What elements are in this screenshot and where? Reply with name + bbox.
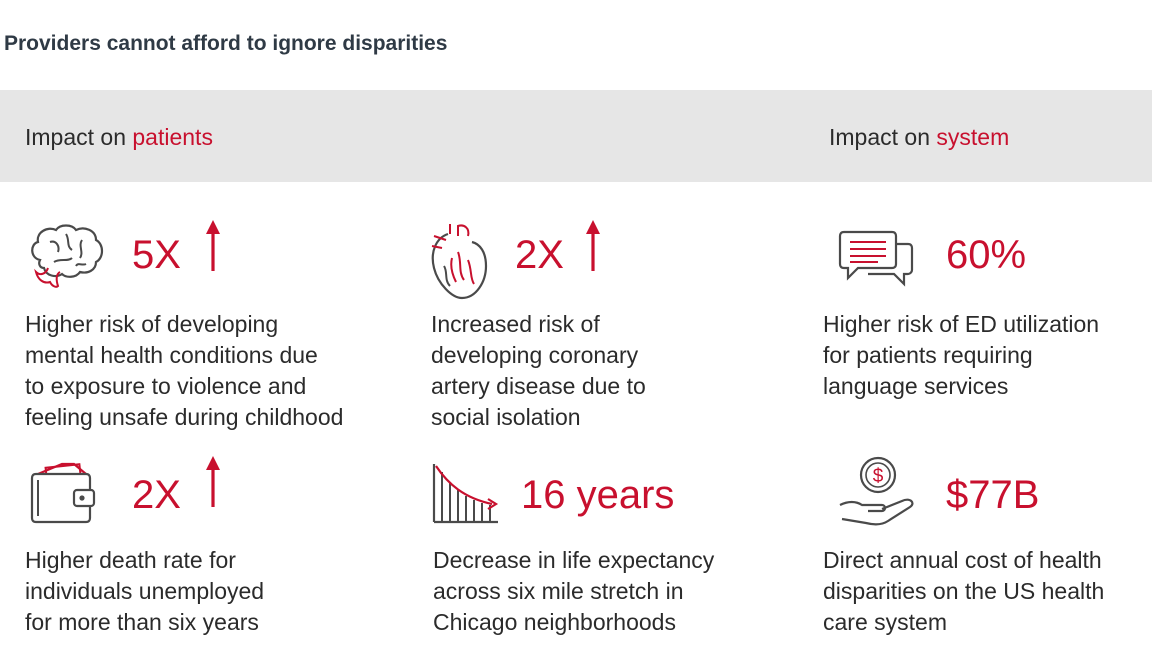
description-line: feeling unsafe during childhood [25,404,344,430]
chat-bubbles-icon [838,230,914,287]
patients-header-highlight: patients [132,124,213,150]
heart-icon [431,224,488,300]
stat-value: 5X [132,233,181,277]
description-line: Direct annual cost of health [823,547,1102,573]
description-line: Chicago neighborhoods [433,609,676,635]
stat-description: Higher risk of developing mental health … [25,309,343,433]
description-line: artery disease due to [431,373,646,399]
stat-description: Higher death rate for individuals unempl… [25,545,264,638]
description-line: for patients requiring [823,342,1033,368]
description-line: Increased risk of [431,311,600,337]
patients-header: Impact on patients [25,124,213,151]
description-line: care system [823,609,947,635]
stat-value: 60% [946,233,1027,277]
description-line: for more than six years [25,609,259,635]
description-line: mental health conditions due [25,342,318,368]
description-line: Higher risk of developing [25,311,279,337]
stat-description: Direct annual cost of health disparities… [823,545,1104,638]
stat-value: $77B [946,473,1040,517]
description-line: disparities on the US health [823,578,1105,604]
up-arrow-icon [206,220,220,271]
up-arrow-icon [586,220,600,271]
description-line: to exposure to violence and [25,373,307,399]
description-line: Decrease in life expectancy [433,547,715,573]
declining-chart-icon [432,464,499,524]
header-band [0,90,1152,182]
description-line: across six mile stretch in [433,578,684,604]
brain-icon [31,224,104,288]
description-line: language services [823,373,1009,399]
description-line: developing coronary [431,342,639,368]
up-arrow-icon [206,456,220,507]
description-line: individuals unemployed [25,578,265,604]
description-line: social isolation [431,404,581,430]
patients-header-prefix: Impact on [25,124,133,150]
description-line: Higher risk of ED utilization [823,311,1100,337]
wallet-icon [30,462,96,524]
stat-value: 2X [132,473,181,517]
stat-description: Decrease in life expectancy across six m… [433,545,714,638]
svg-text:$: $ [873,466,884,487]
description-line: Higher death rate for [25,547,236,573]
coin-hand-icon: $ [839,456,914,526]
stat-description: Increased risk of developing coronary ar… [431,309,646,433]
page-title: Providers cannot afford to ignore dispar… [4,32,448,55]
system-header: Impact on system [829,124,1009,151]
system-header-highlight: system [936,124,1010,150]
stat-value: 2X [515,233,564,277]
system-header-prefix: Impact on [829,124,937,150]
stat-description: Higher risk of ED utilization for patien… [823,309,1099,402]
stat-value: 16 years [521,473,675,517]
